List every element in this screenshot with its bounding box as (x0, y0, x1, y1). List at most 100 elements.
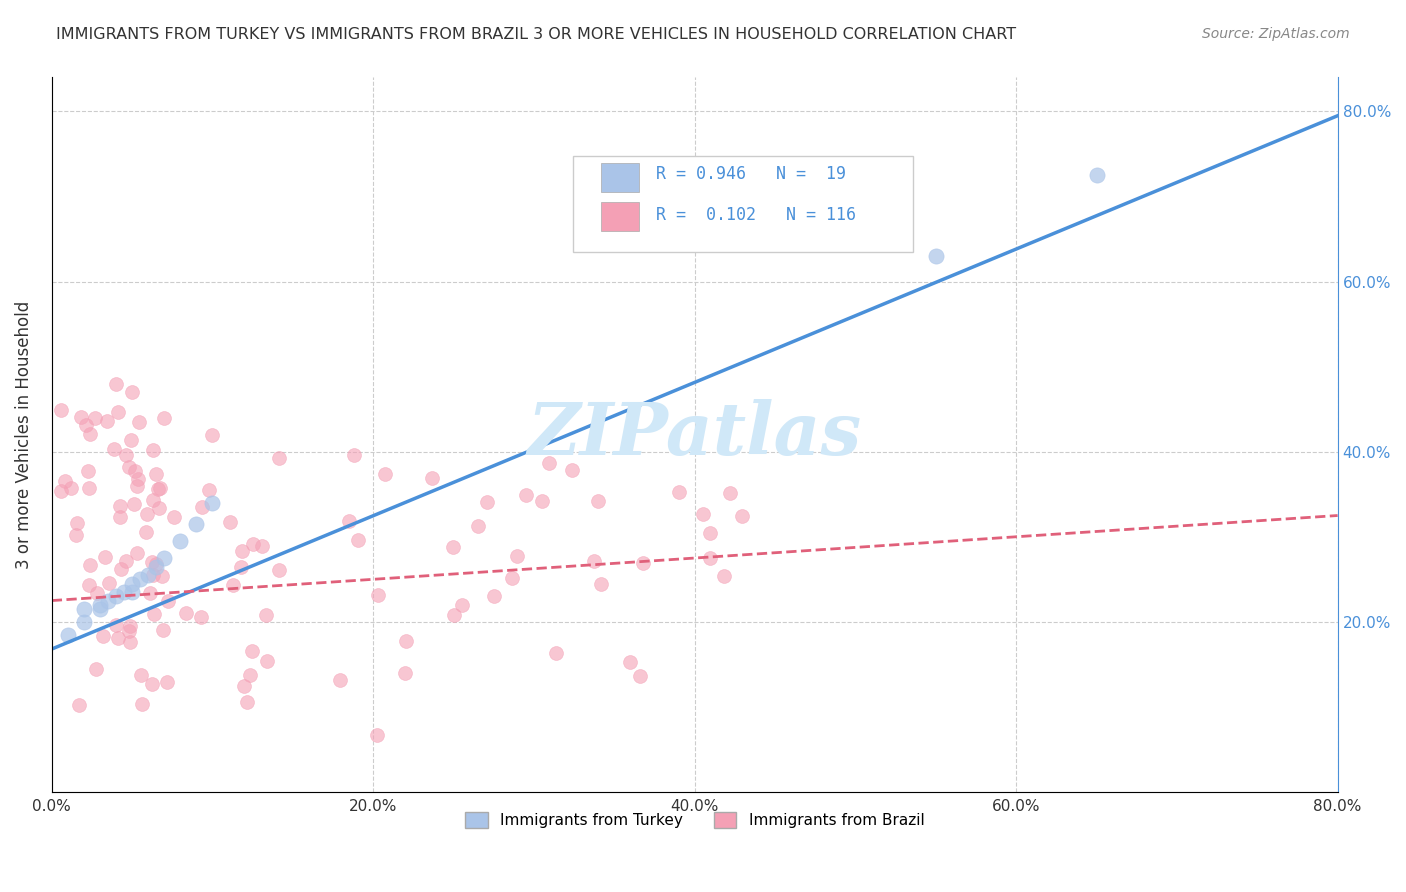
Point (49, 403, 72, 417)
Point (122, 497, 145, 511)
Point (110, 562, 132, 576)
Point (117, 624, 139, 638)
Point (77, 464, 100, 478)
Point (86, 586, 108, 600)
Point (343, 448, 366, 462)
Point (152, 623, 174, 637)
Point (93, 629, 115, 643)
Point (121, 385, 143, 400)
Point (121, 576, 143, 591)
Point (1085, 168, 1108, 182)
Point (127, 479, 149, 493)
Point (107, 405, 129, 419)
Point (112, 585, 135, 599)
Point (668, 485, 690, 500)
Point (256, 654, 278, 668)
Point (337, 514, 360, 528)
Point (121, 585, 143, 599)
Legend: Immigrants from Turkey, Immigrants from Brazil: Immigrants from Turkey, Immigrants from … (458, 806, 931, 834)
Point (731, 508, 754, 523)
Point (105, 376, 128, 391)
Point (450, 598, 472, 612)
Point (628, 669, 651, 683)
Point (115, 448, 138, 462)
Point (96, 414, 118, 428)
Point (239, 667, 262, 681)
Point (108, 499, 131, 513)
Point (146, 482, 169, 496)
Text: ZIPatlas: ZIPatlas (527, 400, 862, 470)
Point (118, 619, 141, 633)
Point (201, 427, 224, 442)
Point (94, 549, 117, 564)
Point (229, 560, 252, 574)
Point (191, 500, 214, 514)
Point (65, 516, 87, 530)
Point (482, 589, 505, 603)
Point (136, 507, 159, 521)
Point (114, 554, 136, 568)
Point (619, 655, 641, 669)
Point (89, 598, 111, 612)
Point (145, 557, 167, 571)
Point (505, 549, 527, 564)
Point (129, 668, 152, 682)
Point (515, 488, 537, 502)
Point (67, 698, 90, 712)
Point (631, 556, 654, 570)
Point (142, 442, 165, 457)
Point (186, 516, 208, 531)
Point (138, 585, 160, 599)
Point (198, 483, 221, 498)
Point (77, 578, 100, 592)
Point (145, 467, 167, 481)
Point (120, 434, 142, 448)
Point (129, 572, 152, 586)
Point (420, 471, 443, 485)
Point (73, 602, 96, 616)
Point (561, 463, 583, 477)
Point (501, 571, 523, 585)
Point (250, 539, 273, 553)
Point (107, 631, 129, 645)
Point (467, 518, 489, 533)
Point (128, 415, 150, 429)
FancyBboxPatch shape (572, 156, 914, 252)
Point (131, 697, 153, 711)
Text: Source: ZipAtlas.com: Source: ZipAtlas.com (1202, 27, 1350, 41)
Point (105, 617, 128, 632)
Point (118, 459, 141, 474)
Bar (600, 163, 640, 192)
Point (142, 607, 165, 622)
Point (142, 567, 165, 582)
Point (591, 577, 613, 591)
Point (544, 646, 567, 660)
Point (441, 540, 464, 554)
Point (148, 501, 170, 516)
Point (231, 544, 253, 558)
Text: R = 0.946   N =  19: R = 0.946 N = 19 (657, 165, 846, 183)
Point (118, 634, 141, 648)
Point (145, 559, 167, 574)
Point (136, 568, 159, 582)
Point (103, 442, 125, 456)
Point (699, 551, 721, 566)
Point (56, 627, 79, 641)
Point (98, 575, 121, 590)
Point (219, 516, 242, 530)
Point (150, 568, 173, 582)
Point (240, 644, 263, 658)
Point (242, 537, 264, 551)
Point (347, 533, 370, 547)
Point (588, 494, 610, 508)
Point (163, 510, 186, 524)
Point (79, 558, 101, 573)
Point (156, 594, 179, 608)
Point (692, 508, 714, 522)
Point (374, 467, 396, 481)
Point (124, 464, 146, 478)
Bar (600, 202, 640, 231)
Point (75, 418, 97, 433)
Point (79, 427, 101, 442)
Point (127, 472, 149, 486)
